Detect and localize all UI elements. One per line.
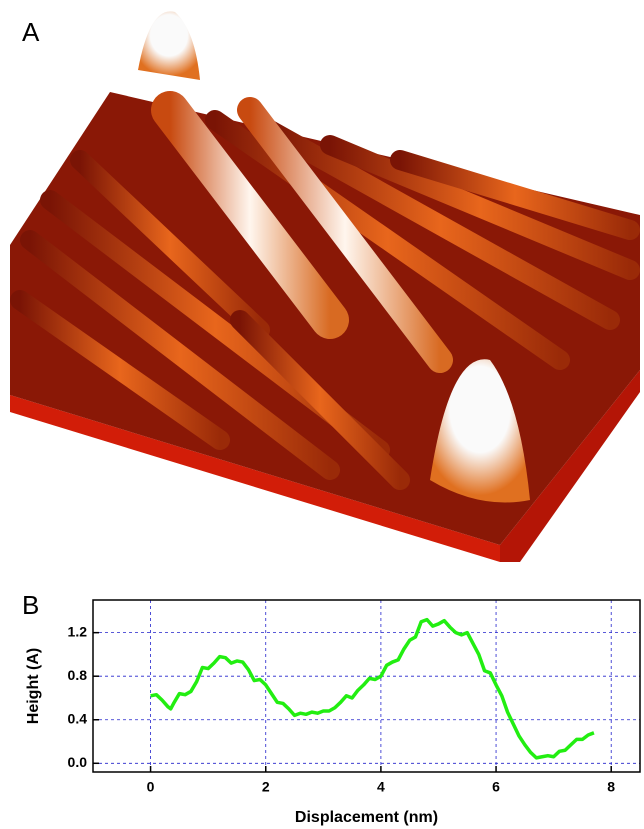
x-tick-label: 0 [147, 779, 155, 795]
data-line [150, 617, 595, 760]
y-axis-label: Height (A) [25, 648, 42, 724]
y-tick-label: 0.4 [68, 710, 88, 726]
y-tick-label: 0.8 [68, 667, 88, 683]
y-tick-label: 1.2 [68, 623, 88, 639]
panel-label: B [22, 590, 39, 620]
x-tick-label: 6 [492, 779, 500, 795]
x-tick-label: 2 [262, 779, 270, 795]
line-chart: 0 2 4 6 8 0.0 0.4 0.8 1.2 Displacement (nm) Height… [25, 599, 641, 826]
x-tick-label: 8 [607, 779, 615, 795]
x-tick-label: 4 [377, 779, 385, 795]
plot-frame [92, 599, 641, 773]
stm-image [10, 11, 640, 562]
panel-label: A [22, 17, 40, 47]
x-axis-label: Displacement (nm) [295, 809, 438, 826]
y-tick-label: 0.0 [68, 754, 88, 770]
